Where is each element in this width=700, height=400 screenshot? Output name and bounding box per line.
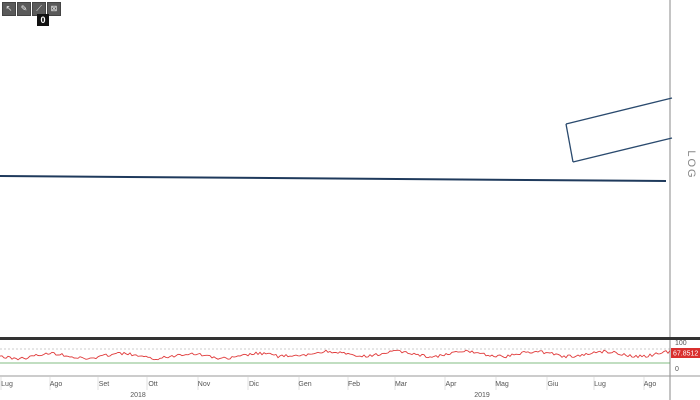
month-label: Ago: [644, 381, 657, 388]
log-scale-label: LOG: [685, 150, 697, 179]
channel-left-edge: [565, 123, 574, 163]
month-label: Set: [99, 381, 110, 388]
oscillator-value-label: 67.8512: [673, 351, 698, 358]
month-label: Apr: [446, 381, 458, 388]
channel-lower-line: [572, 137, 673, 163]
month-label: Mag: [495, 381, 509, 388]
year-label: 2019: [474, 392, 490, 399]
month-label: Nov: [198, 381, 211, 388]
long-trendline: [0, 175, 667, 182]
month-label: Lug: [1, 381, 13, 388]
month-label: Feb: [348, 381, 360, 388]
oscillator-tick-label: 100: [675, 340, 687, 347]
month-label: Gen: [298, 381, 311, 388]
trash-icon[interactable]: ⊠: [47, 2, 61, 16]
oscillator-tick-label: 0: [675, 366, 679, 373]
oscillator-line: [0, 349, 671, 361]
month-label: Ago: [50, 381, 63, 388]
month-label: Mar: [395, 381, 408, 388]
month-label: Giu: [548, 381, 559, 388]
count-badge: 0: [37, 14, 49, 26]
drawing-toolbar: ↖ ✎ ⟋ ⊠: [2, 2, 61, 17]
pen-icon[interactable]: ✎: [17, 2, 31, 16]
main-plot-area: [0, 0, 670, 338]
channel-upper-line: [565, 97, 673, 125]
year-label: 2018: [130, 392, 146, 399]
oscillator-value-badge: [671, 348, 700, 358]
month-label: Ott: [148, 381, 157, 388]
month-label: Lug: [594, 381, 606, 388]
cursor-icon[interactable]: ↖: [2, 2, 16, 16]
month-label: Dic: [249, 381, 260, 388]
